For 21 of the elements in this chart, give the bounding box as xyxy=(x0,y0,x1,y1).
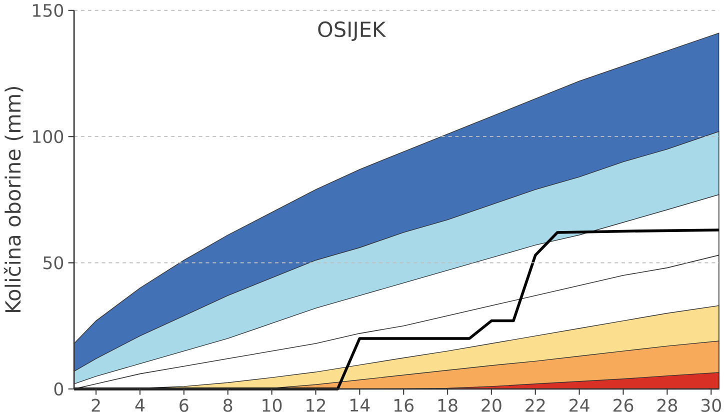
x-tick-label: 10 xyxy=(262,398,282,412)
x-tick-label: 28 xyxy=(657,398,678,412)
x-tick-label: 24 xyxy=(570,398,590,412)
y-tick-label: 50 xyxy=(44,256,64,270)
x-tick-label: 2 xyxy=(92,398,100,412)
x-tick-label: 26 xyxy=(614,398,634,412)
x-tick-label: 6 xyxy=(180,398,188,412)
x-tick-label: 14 xyxy=(350,398,370,412)
x-tick-label: 8 xyxy=(224,398,232,412)
y-tick-label: 150 xyxy=(33,4,64,18)
x-tick-label: 30 xyxy=(701,398,722,412)
y-axis-title: Količina oborine (mm) xyxy=(4,87,24,312)
x-tick-label: 12 xyxy=(306,398,326,412)
x-tick-label: 20 xyxy=(482,398,502,412)
x-tick-label: 4 xyxy=(135,398,145,412)
y-tick-label: 0 xyxy=(54,382,64,396)
text: OSIJEK xyxy=(318,22,386,42)
x-tick-label: 22 xyxy=(526,398,545,412)
y-tick-label: 100 xyxy=(33,130,64,144)
x-tick-label: 18 xyxy=(438,398,458,412)
x-tick-label: 16 xyxy=(394,398,414,412)
